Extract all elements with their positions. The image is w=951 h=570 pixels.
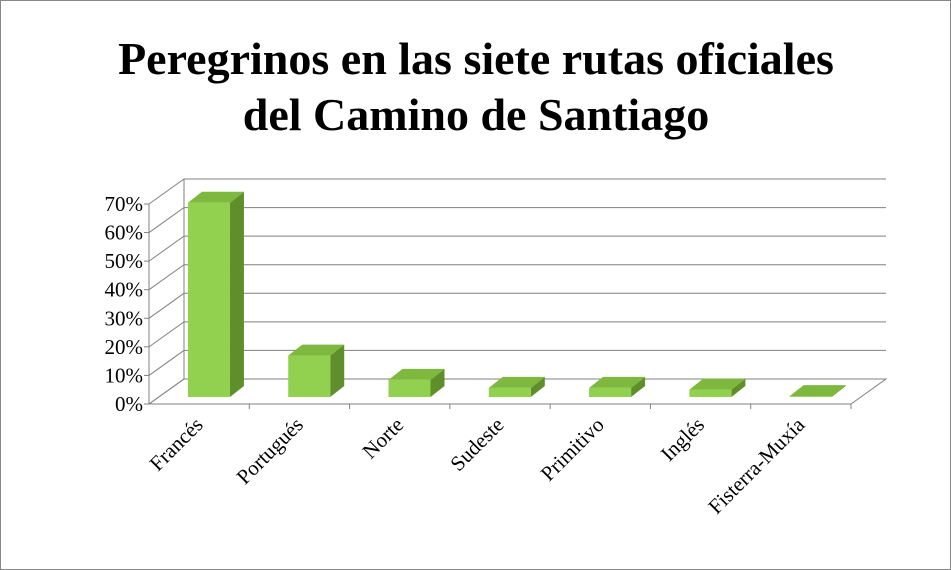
bar-front [288, 355, 331, 397]
grid-line [148, 321, 886, 348]
grid-line [148, 235, 886, 262]
y-tick-label: 40% [105, 278, 144, 302]
bar-side [430, 368, 445, 397]
bar-side [530, 376, 545, 397]
bar-front [589, 387, 632, 397]
chart-title: Peregrinos en las siete rutas oficiales … [118, 33, 834, 140]
bar-side [229, 191, 244, 397]
grid-line [148, 178, 886, 205]
grid-line [148, 264, 886, 291]
bar [589, 376, 646, 397]
y-tick-label: 0% [115, 392, 143, 416]
bar [388, 368, 445, 397]
bar-front [187, 202, 230, 397]
y-tick-label: 10% [105, 363, 144, 387]
bar-side [330, 344, 345, 397]
bar-front [388, 379, 431, 397]
grid-line [148, 378, 886, 405]
bar-front [488, 387, 531, 397]
bar-front [689, 389, 732, 397]
y-tick-label: 60% [105, 221, 144, 245]
x-tick-label: Fisterra-Muxía [703, 412, 810, 519]
bar [288, 344, 345, 397]
x-tick-label: Francés [145, 413, 208, 476]
x-tick-label: Norte [357, 413, 408, 464]
bar-top [288, 344, 345, 356]
y-tick-label: 70% [105, 192, 144, 216]
bar-top [589, 376, 646, 388]
bar [488, 376, 545, 397]
bar [187, 191, 244, 397]
bar-top [789, 385, 846, 397]
x-tick-label: Sudeste [445, 413, 508, 476]
bar-side [631, 376, 646, 397]
y-tick-label: 30% [105, 306, 144, 330]
bar [689, 378, 746, 397]
bar-top [388, 368, 445, 380]
x-tick-label: Portugués [232, 413, 308, 489]
bar-top [488, 376, 545, 388]
bar-top [689, 378, 746, 390]
x-tick-label: Primitivo [536, 413, 609, 486]
bar-front [789, 396, 832, 397]
grid-line [148, 292, 886, 319]
grid-line [148, 349, 886, 376]
y-tick-label: 50% [105, 249, 144, 273]
bar-top [187, 191, 244, 203]
bar [789, 385, 846, 397]
x-tick-label: Inglés [656, 413, 709, 466]
bar-side [731, 378, 746, 397]
y-tick-label: 20% [105, 335, 144, 359]
grid-line [148, 207, 886, 233]
bar-side [831, 385, 846, 397]
